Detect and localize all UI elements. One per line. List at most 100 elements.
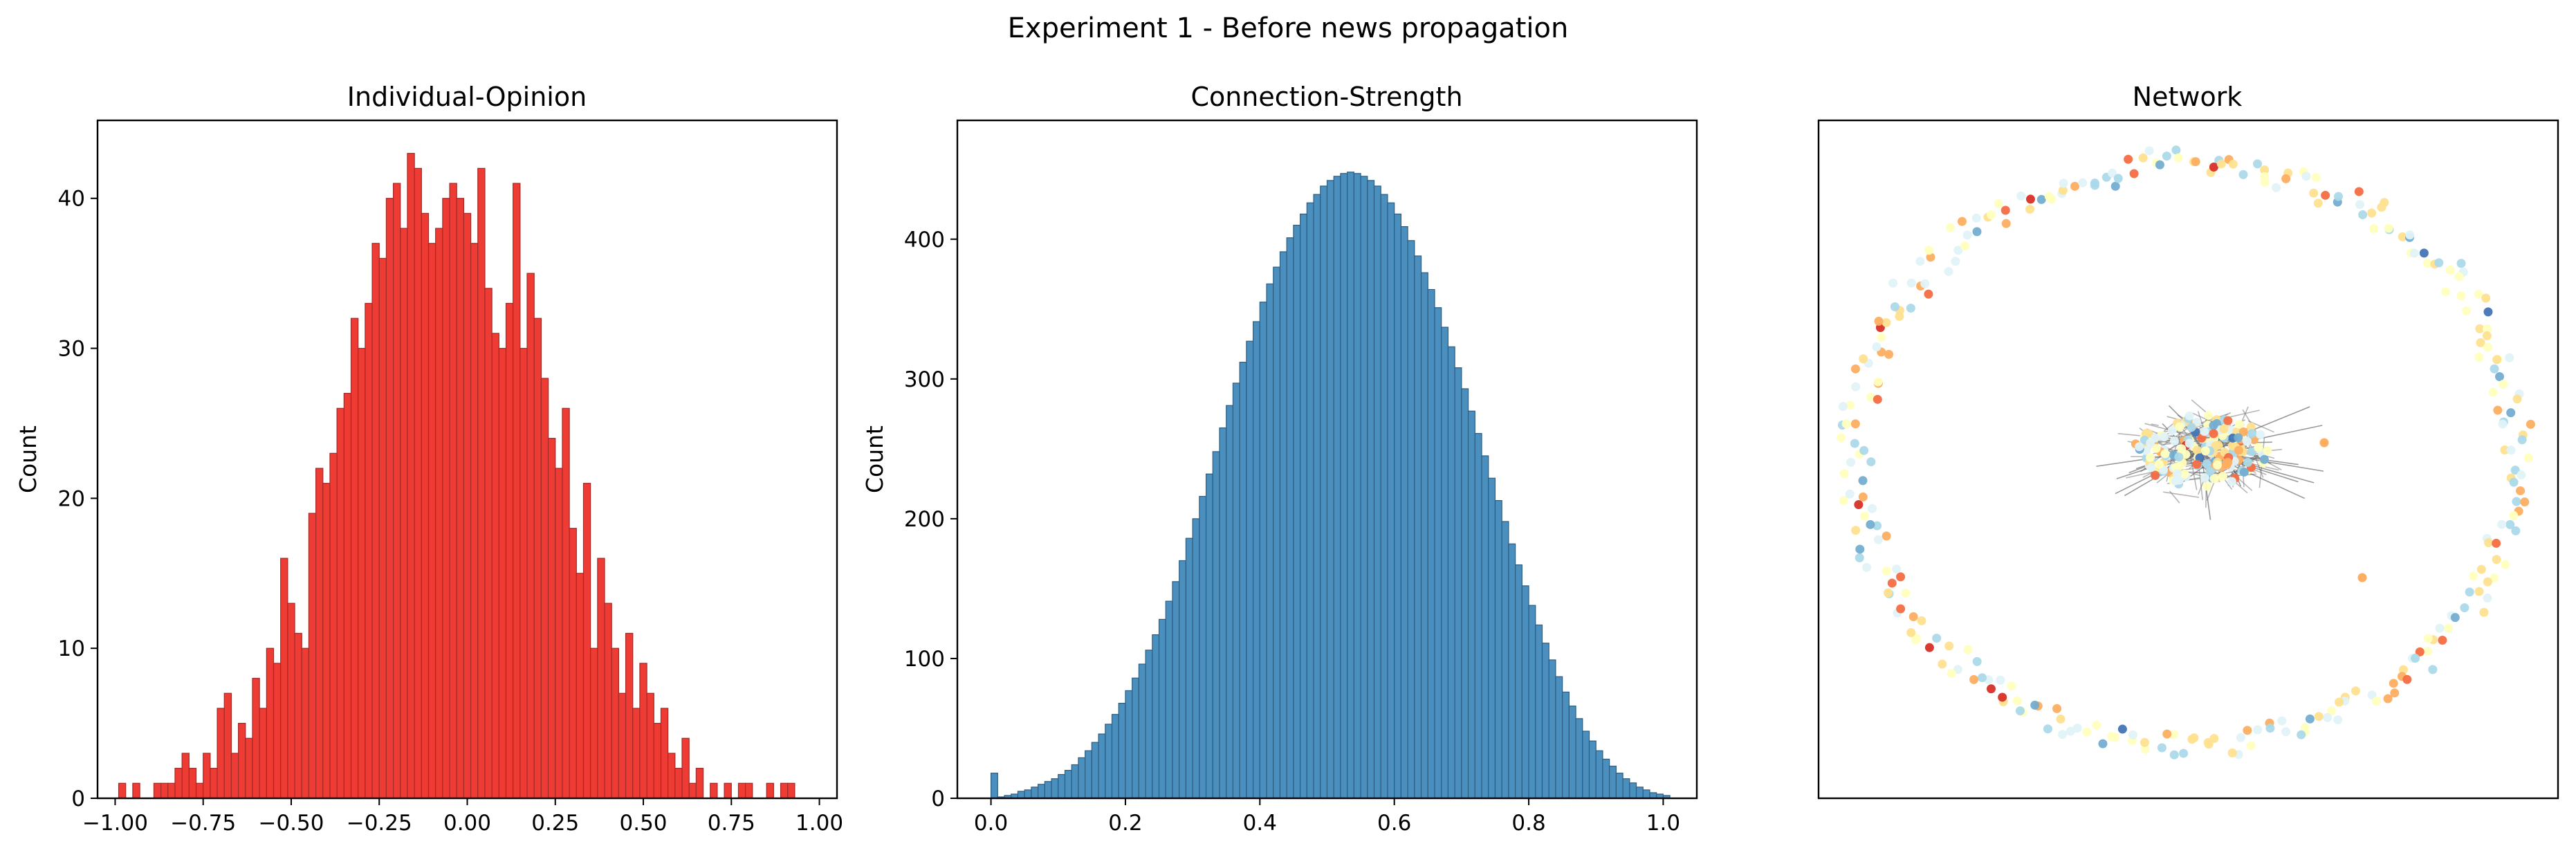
network-node <box>2000 205 2010 215</box>
network-node <box>2025 204 2035 214</box>
opinion-histogram-bar <box>618 692 627 799</box>
strength-histogram-bar <box>1441 327 1449 799</box>
network-node <box>2277 716 2287 726</box>
network-node <box>1868 504 1877 513</box>
opinion-histogram-bar <box>519 347 528 799</box>
network-node <box>1924 246 1934 255</box>
network-node <box>2253 159 2263 169</box>
strength-histogram-bar <box>1111 714 1119 799</box>
opinion-histogram-bar <box>576 573 585 799</box>
network-node <box>2383 694 2393 704</box>
opinion-histogram-bar <box>301 647 310 799</box>
network-node <box>2314 712 2324 721</box>
network-node <box>2377 203 2386 212</box>
network-node <box>2066 726 2075 736</box>
network-node <box>1841 419 1851 429</box>
network-node <box>1987 210 1996 220</box>
strength-histogram-bar <box>1326 180 1334 799</box>
strength-histogram-title: Connection-Strength <box>1190 82 1462 112</box>
opinion-histogram-bar <box>604 603 612 799</box>
network-node <box>2517 435 2527 445</box>
opinion-histogram-bar <box>625 632 634 799</box>
opinion-x-tick-label: −1.00 <box>82 811 148 836</box>
network-node <box>1953 665 1962 674</box>
network-node <box>2058 730 2068 739</box>
network-node <box>1987 684 1996 694</box>
opinion-histogram-bar <box>280 558 288 799</box>
network-node <box>2492 555 2501 564</box>
opinion-histogram-y-label: Count <box>15 425 42 493</box>
opinion-histogram-bar <box>392 183 401 799</box>
network-node <box>1839 495 1848 505</box>
network-node <box>1953 246 1963 255</box>
network-node <box>2469 571 2478 581</box>
network-node <box>2036 194 2046 204</box>
opinion-histogram-bar <box>555 468 563 799</box>
network-node <box>1971 213 1981 223</box>
network-node <box>1873 377 1883 387</box>
network-node <box>1932 634 1942 643</box>
opinion-histogram-bar <box>463 212 472 799</box>
network-node <box>2146 439 2155 448</box>
strength-histogram-bar <box>1562 691 1570 799</box>
network-node <box>2227 477 2237 486</box>
network-node <box>2454 272 2464 282</box>
strength-histogram-bar <box>1246 340 1254 799</box>
strength-histogram-bar <box>1138 663 1146 799</box>
network-node <box>2179 748 2189 758</box>
network-node <box>2191 157 2200 167</box>
network-node <box>2146 453 2155 463</box>
network-node <box>2260 165 2270 175</box>
network-node <box>2405 230 2415 240</box>
strength-histogram-bar <box>1347 172 1354 799</box>
network-node <box>2169 436 2179 445</box>
opinion-histogram-bar <box>639 663 647 799</box>
network-node <box>2110 181 2120 191</box>
opinion-y-tick-label: 20 <box>58 486 85 511</box>
opinion-histogram-bar <box>188 768 197 799</box>
network-node <box>1851 382 1861 392</box>
strength-histogram-bar <box>1158 618 1166 799</box>
network-node <box>2419 248 2429 258</box>
network-node <box>2223 457 2233 467</box>
network-node <box>2243 726 2252 735</box>
strength-histogram-bar <box>1038 784 1045 799</box>
network-node <box>1996 675 2005 685</box>
network-node <box>2492 538 2501 548</box>
network-node <box>2218 471 2227 481</box>
figure-suptitle: Experiment 1 - Before news propagation <box>1008 12 1569 44</box>
network-node <box>2357 573 2367 582</box>
opinion-histogram-bar <box>287 603 295 799</box>
network-node <box>2173 153 2183 163</box>
strength-histogram-bar <box>1387 202 1395 799</box>
network-node <box>1978 673 1987 683</box>
network-node <box>2082 727 2092 737</box>
network-node <box>1850 364 1860 374</box>
opinion-histogram-bar <box>724 782 732 799</box>
strength-histogram-bar <box>1145 650 1153 799</box>
network-node <box>2092 720 2101 730</box>
opinion-histogram-bar <box>203 753 211 799</box>
strength-histogram-bar <box>1031 787 1039 799</box>
opinion-y-tick-label: 40 <box>58 187 85 212</box>
strength-histogram-bar <box>1555 676 1563 799</box>
strength-histogram-bar <box>1353 173 1361 799</box>
network-node <box>2297 730 2306 739</box>
strength-histogram-bar <box>1044 781 1052 799</box>
opinion-histogram-bar <box>533 318 542 799</box>
strength-histogram-y-axis: 0 100 200 300 400 <box>904 228 957 811</box>
opinion-histogram-x-axis: −1.00 −0.75 −0.50 −0.25 0.00 0.25 0.50 0.75 1.00 <box>82 798 843 836</box>
network-node <box>2479 607 2489 617</box>
network-node <box>1882 318 1891 327</box>
network-node <box>1873 521 1882 531</box>
network-node <box>2204 739 2214 749</box>
network-node <box>2333 715 2343 725</box>
strength-histogram-bar <box>1152 634 1160 799</box>
network-node <box>2200 446 2210 456</box>
network-node <box>2509 477 2519 487</box>
strength-histogram-bar <box>1360 176 1368 799</box>
opinion-x-tick-label: −0.50 <box>258 811 324 836</box>
opinion-histogram-bar <box>590 647 598 799</box>
strength-histogram-bar <box>1515 564 1522 799</box>
strength-histogram-bar <box>1340 173 1348 799</box>
